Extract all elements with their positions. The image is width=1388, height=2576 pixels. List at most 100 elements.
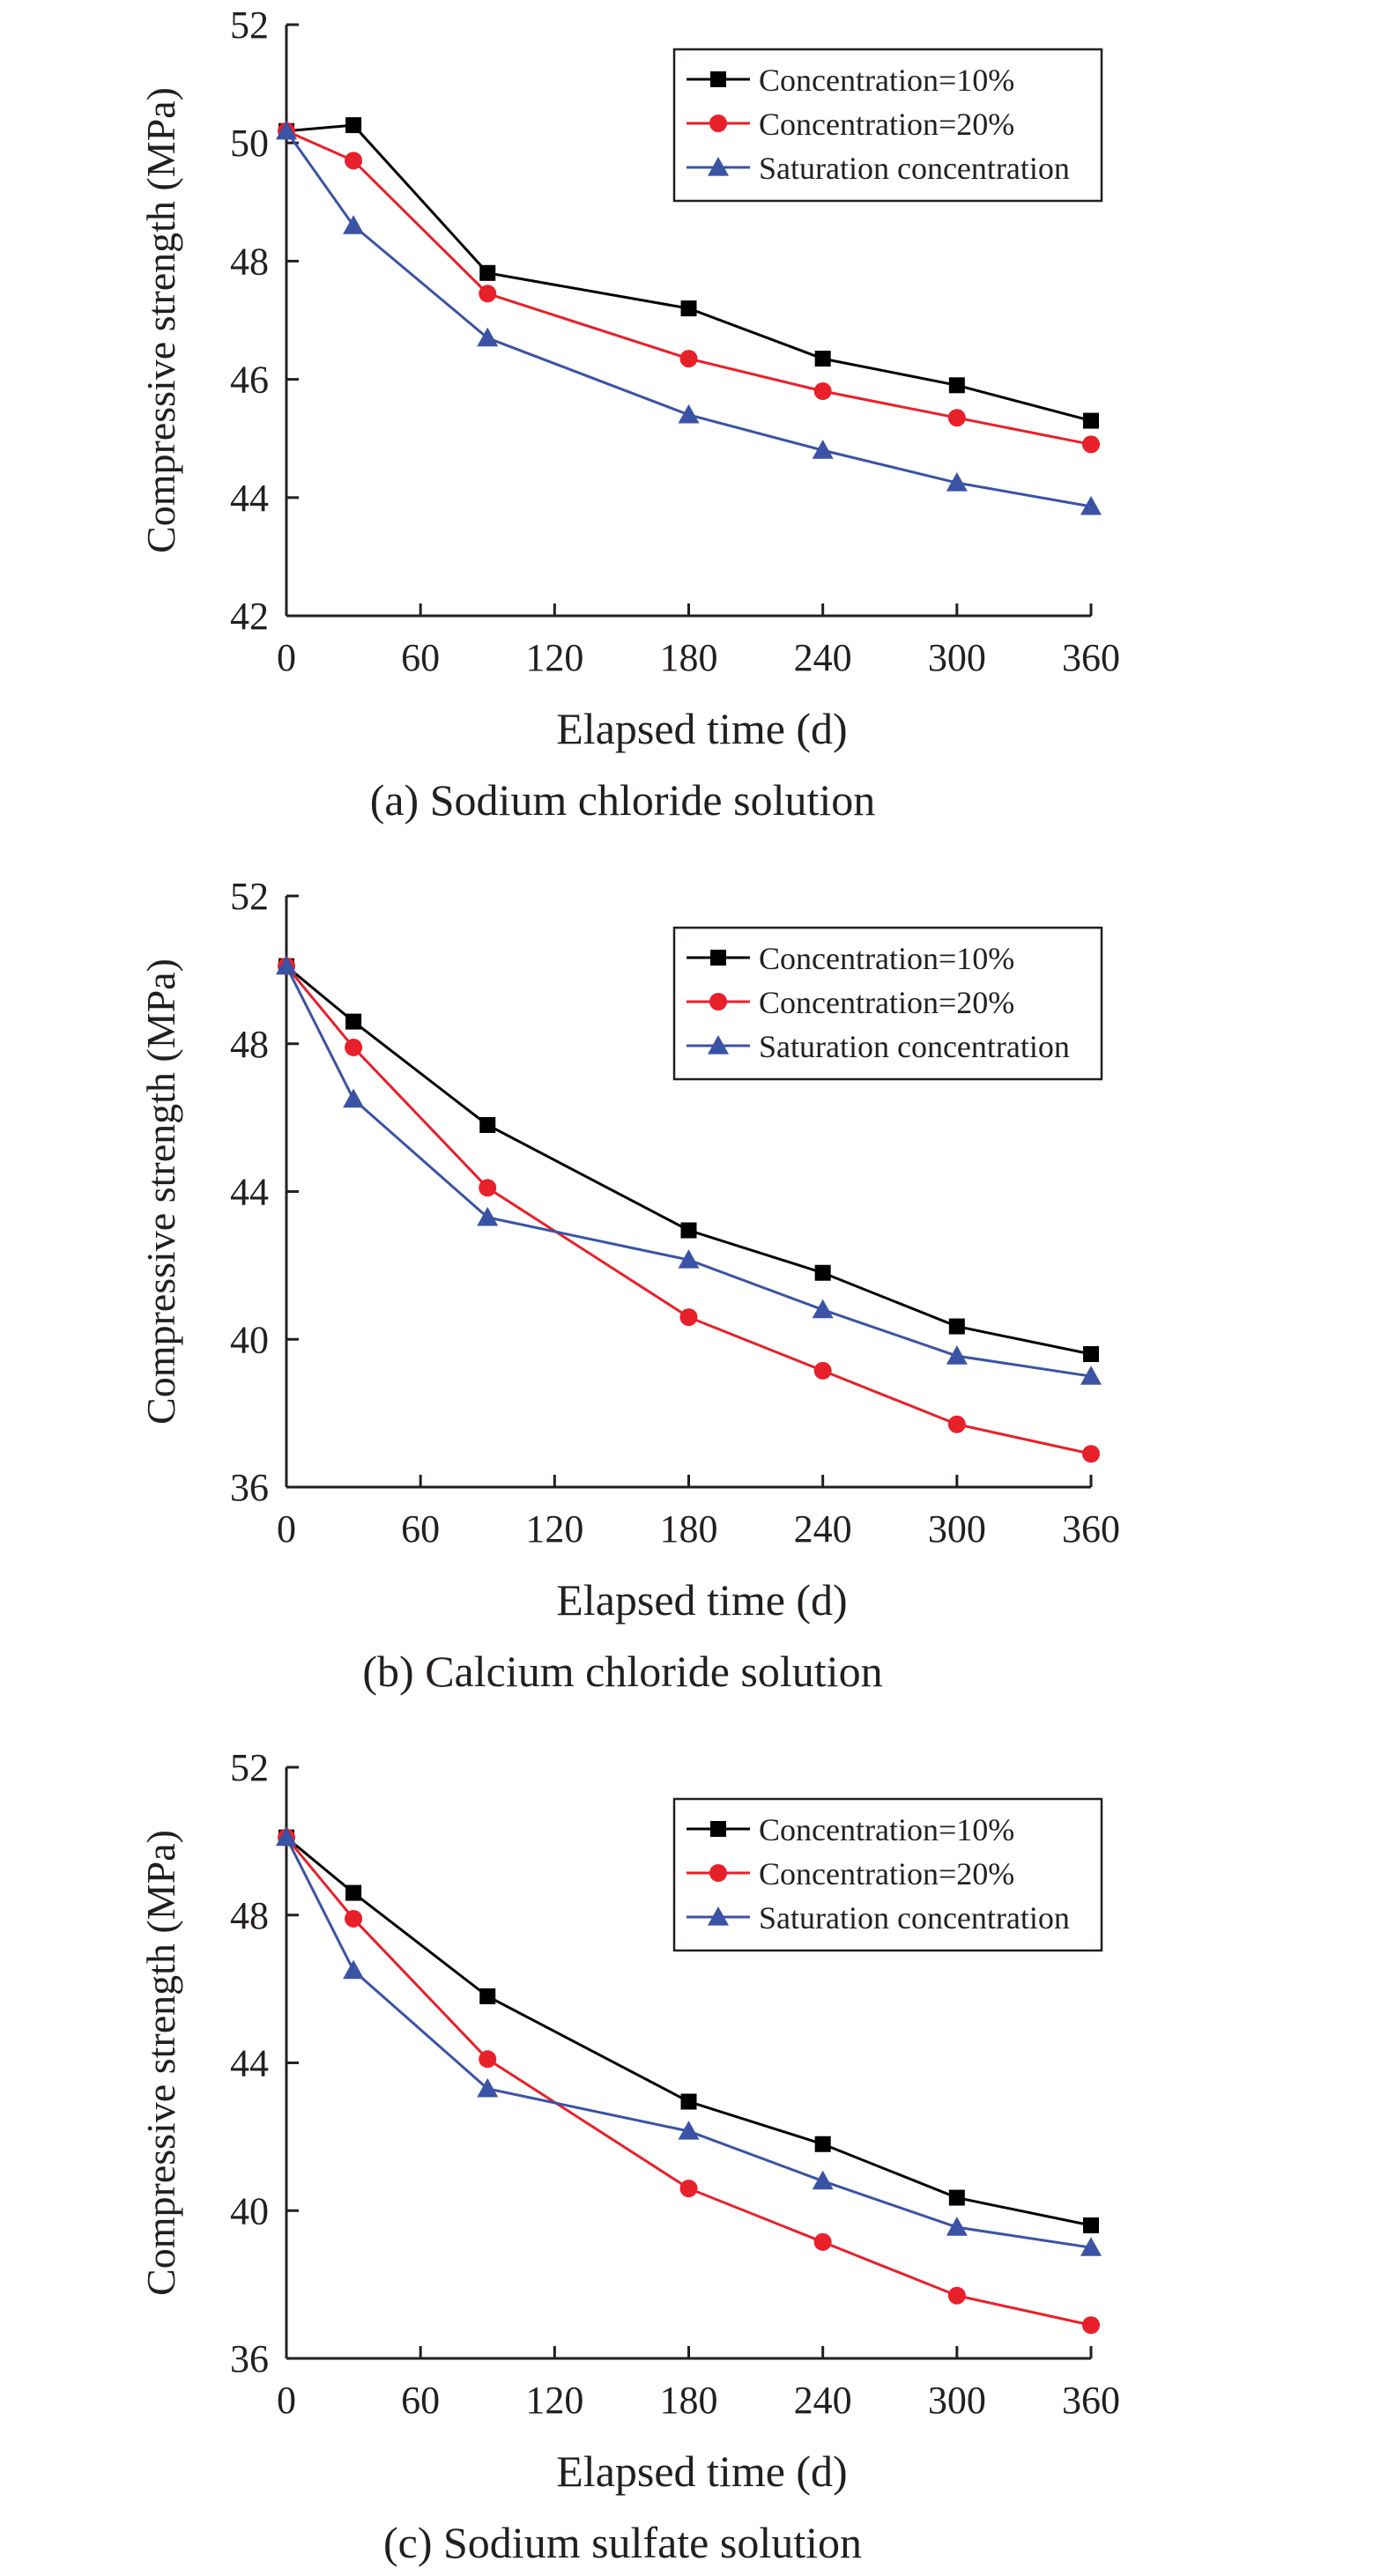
data-point xyxy=(946,472,968,492)
y-tick-label: 50 xyxy=(230,122,269,165)
series-1 xyxy=(278,1828,1100,2335)
y-tick-label: 48 xyxy=(230,1023,269,1066)
x-tick-label: 0 xyxy=(277,636,296,679)
legend-box xyxy=(672,48,1103,203)
data-point xyxy=(678,403,700,424)
legend-marker xyxy=(710,950,726,966)
legend-marker xyxy=(709,993,727,1010)
data-point xyxy=(345,1013,362,1030)
data-point xyxy=(345,1909,363,1928)
data-point xyxy=(479,1179,497,1197)
x-tick-label: 120 xyxy=(525,1507,583,1551)
data-point xyxy=(276,955,297,975)
panel-caption: (a) Sodium chloride solution xyxy=(370,775,876,825)
data-point xyxy=(812,2170,834,2190)
x-tick-label: 120 xyxy=(525,2379,583,2422)
data-point xyxy=(679,2180,698,2198)
x-tick-label: 120 xyxy=(525,636,583,679)
data-point xyxy=(1083,412,1099,429)
panel-caption: (b) Calcium chloride solution xyxy=(362,1647,882,1696)
x-axis-title: Elapsed time (d) xyxy=(556,2446,847,2496)
data-point xyxy=(345,1038,363,1056)
x-tick-label: 360 xyxy=(1062,1507,1120,1551)
panel-caption: (c) Sodium sulfate solution xyxy=(383,2518,862,2567)
data-point xyxy=(343,1088,365,1108)
y-tick-label: 40 xyxy=(230,1318,269,1361)
legend: Concentration=10% Concentration=20% Satura… xyxy=(672,926,1103,1081)
legend: Concentration=10% Concentration=20% Satura… xyxy=(672,1797,1103,1952)
legend-label: Concentration=10% xyxy=(759,1812,1014,1847)
data-point xyxy=(946,2217,968,2236)
data-point xyxy=(813,2232,832,2251)
legend-label: Concentration=20% xyxy=(759,1856,1014,1891)
data-point xyxy=(276,1826,297,1847)
series-2 xyxy=(276,120,1102,515)
legend-entry-2: Saturation concentration xyxy=(687,1900,1070,1936)
y-axis-title: Compressive strength (MPa) xyxy=(138,87,183,553)
y-tick-label: 36 xyxy=(230,1466,269,1509)
data-point xyxy=(343,1959,365,1980)
data-point xyxy=(680,2093,697,2110)
legend-box xyxy=(672,926,1103,1081)
x-tick-label: 180 xyxy=(660,2379,718,2422)
x-axis-title: Elapsed time (d) xyxy=(556,704,847,753)
data-point xyxy=(477,1206,499,1226)
x-tick-label: 360 xyxy=(1062,2379,1120,2422)
data-point xyxy=(947,409,966,427)
data-point xyxy=(813,1361,832,1380)
legend-entry-0: Concentration=10% xyxy=(687,63,1014,98)
y-tick-label: 42 xyxy=(230,595,269,638)
data-point xyxy=(814,351,831,367)
data-point xyxy=(477,327,499,347)
legend-label: Concentration=20% xyxy=(759,985,1014,1020)
data-point xyxy=(276,120,297,140)
y-axis-title: Compressive strength (MPa) xyxy=(138,959,183,1425)
legend-entry-2: Saturation concentration xyxy=(687,151,1070,186)
legend-label: Concentration=10% xyxy=(759,63,1014,98)
data-point xyxy=(814,1264,831,1281)
x-tick-label: 240 xyxy=(794,2379,852,2422)
data-point xyxy=(477,2077,499,2098)
data-point xyxy=(814,2136,831,2152)
x-tick-label: 300 xyxy=(928,636,986,679)
legend-marker xyxy=(709,1864,727,1882)
y-tick-label: 52 xyxy=(230,1746,269,1789)
data-point xyxy=(812,440,834,459)
data-point xyxy=(479,264,496,281)
x-tick-label: 240 xyxy=(794,1507,852,1551)
x-axis-title: Elapsed time (d) xyxy=(556,1575,847,1625)
y-tick-label: 36 xyxy=(230,2337,269,2380)
data-point xyxy=(679,1308,698,1327)
x-tick-label: 360 xyxy=(1062,636,1120,679)
data-point xyxy=(1083,1346,1099,1363)
legend-label: Saturation concentration xyxy=(759,151,1070,186)
legend-entry-1: Concentration=20% xyxy=(687,985,1014,1020)
data-point xyxy=(679,350,698,368)
x-tick-label: 0 xyxy=(277,1507,296,1551)
data-point xyxy=(345,117,362,134)
legend-marker xyxy=(708,157,729,176)
data-point xyxy=(1080,1366,1102,1385)
x-tick-label: 240 xyxy=(794,636,852,679)
x-tick-label: 300 xyxy=(928,1507,986,1551)
legend-box xyxy=(672,1797,1103,1952)
y-tick-label: 44 xyxy=(230,2042,269,2085)
y-tick-label: 44 xyxy=(230,1171,269,1214)
y-tick-label: 52 xyxy=(230,4,269,47)
x-tick-label: 0 xyxy=(277,2379,296,2422)
data-point xyxy=(343,215,365,234)
legend-marker xyxy=(709,115,727,132)
legend-entry-1: Concentration=20% xyxy=(687,107,1014,142)
x-tick-label: 60 xyxy=(401,2379,440,2422)
chart-panel-0: 42 44 46 48 50 52 0 60 120 180 240 300 360 Compressiv… xyxy=(138,4,1120,825)
data-point xyxy=(479,285,497,303)
data-point xyxy=(345,1884,362,1901)
data-point xyxy=(813,382,832,401)
legend-label: Concentration=10% xyxy=(759,941,1014,976)
series-2 xyxy=(276,955,1102,1385)
series-2 xyxy=(276,1826,1102,2256)
data-point xyxy=(1082,1445,1100,1463)
data-point xyxy=(479,2050,497,2069)
